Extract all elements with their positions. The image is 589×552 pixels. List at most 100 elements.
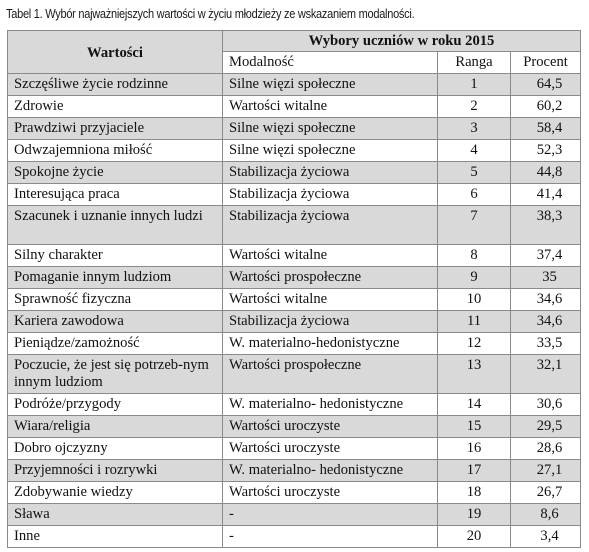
- value-cell: Silny charakter: [7, 244, 223, 267]
- value-cell: Inne: [7, 525, 223, 548]
- value-cell: Zdrowie: [7, 95, 223, 118]
- rank-cell: 1: [437, 73, 511, 96]
- percent-cell: 30,6: [509, 393, 582, 416]
- modality-cell: -: [222, 525, 438, 548]
- table-row: Kariera zawodowa Stabilizacja życiowa 11 34…: [7, 310, 582, 333]
- percent-cell: 60,2: [509, 95, 582, 118]
- rank-cell: 2: [437, 95, 511, 118]
- rank-cell: 6: [437, 183, 511, 206]
- table-row: Inne -20 3,4: [7, 525, 582, 548]
- table-body: Szczęśliwe życie rodzinne Silne więzi spo…: [7, 73, 582, 548]
- value-cell: Odwzajemniona miłość: [7, 139, 223, 162]
- modality-cell: Stabilizacja życiowa: [222, 183, 438, 206]
- rank-cell: 19: [437, 503, 511, 526]
- value-cell: Pieniądze/zamożność: [7, 332, 223, 355]
- table-caption: Tabel 1. Wybór najważniejszych wartości …: [6, 7, 415, 21]
- modality-cell: -: [222, 503, 438, 526]
- table-row: Zdobywanie wiedzy Wartości uroczyste 18 26,…: [7, 481, 582, 504]
- modality-cell: Wartości prospołeczne: [222, 266, 438, 289]
- table-row: Przyjemności i rozrywki W. materialno- he…: [7, 459, 582, 482]
- modality-cell: Stabilizacja życiowa: [222, 205, 438, 245]
- table-row: Szacunek i uznanie innych ludzi Stabiliza…: [7, 205, 582, 245]
- modality-cell: Stabilizacja życiowa: [222, 310, 438, 333]
- table-row: Zdrowie Wartości witalne 2 60,2: [7, 95, 582, 118]
- table-row: Silny charakter Wartości witalne 8 37,4: [7, 244, 582, 267]
- value-cell: Wiara/religia: [7, 415, 223, 438]
- percent-cell: 44,8: [509, 161, 582, 184]
- percent-cell: 41,4: [509, 183, 582, 206]
- table-row: Szczęśliwe życie rodzinne Silne więzi spo…: [7, 73, 582, 96]
- rank-cell: 3: [437, 117, 511, 140]
- value-cell: Interesująca praca: [7, 183, 223, 206]
- value-cell: Szczęśliwe życie rodzinne: [7, 73, 223, 96]
- rank-cell: 4: [437, 139, 511, 162]
- rank-cell: 17: [437, 459, 511, 482]
- modality-cell: Silne więzi społeczne: [222, 117, 438, 140]
- rank-cell: 16: [437, 437, 511, 460]
- rank-cell: 8: [437, 244, 511, 267]
- percent-cell: 32,1: [509, 354, 582, 394]
- value-cell: Pomaganie innym ludziom: [7, 266, 223, 289]
- percent-cell: 38,3: [509, 205, 582, 245]
- table-row: Odwzajemniona miłość Silne więzi społeczn…: [7, 139, 582, 162]
- modality-cell: W. materialno- hedonistyczne: [222, 393, 438, 416]
- percent-cell: 33,5: [509, 332, 582, 355]
- rank-cell: 7: [437, 205, 511, 245]
- percent-cell: 58,4: [509, 117, 582, 140]
- rank-cell: 13: [437, 354, 511, 394]
- value-cell: Spokojne życie: [7, 161, 223, 184]
- header-values: Wartości: [7, 30, 223, 74]
- table-row: Wiara/religia Wartości uroczyste 15 29,5: [7, 415, 582, 438]
- rank-cell: 5: [437, 161, 511, 184]
- percent-cell: 52,3: [509, 139, 582, 162]
- table-row: Sprawność fizyczna Wartości witalne 10 34,6: [7, 288, 582, 311]
- percent-cell: 3,4: [509, 525, 582, 548]
- table-row: Podróże/przygody W. materialno- hedonisty…: [7, 393, 582, 416]
- value-cell: Prawdziwi przyjaciele: [7, 117, 223, 140]
- percent-cell: 37,4: [509, 244, 582, 267]
- rank-cell: 15: [437, 415, 511, 438]
- values-table: Wartości Wybory uczniów w roku 2015 Moda…: [7, 30, 582, 548]
- rank-cell: 12: [437, 332, 511, 355]
- modality-cell: Wartości uroczyste: [222, 481, 438, 504]
- header-rank: Ranga: [437, 51, 511, 74]
- percent-cell: 27,1: [509, 459, 582, 482]
- value-cell: Przyjemności i rozrywki: [7, 459, 223, 482]
- modality-cell: Wartości uroczyste: [222, 415, 438, 438]
- modality-cell: W. materialno-hedonistyczne: [222, 332, 438, 355]
- header-percent: Procent: [509, 51, 582, 74]
- table-row: Poczucie, że jest się potrzeb-nym innym …: [7, 354, 582, 394]
- rank-cell: 14: [437, 393, 511, 416]
- table-row: Dobro ojczyzny Wartości uroczyste 16 28,6: [7, 437, 582, 460]
- value-cell: Dobro ojczyzny: [7, 437, 223, 460]
- table-row: Pomaganie innym ludziom Wartości prospołe…: [7, 266, 582, 289]
- value-cell: Sprawność fizyczna: [7, 288, 223, 311]
- modality-cell: Wartości uroczyste: [222, 437, 438, 460]
- table-row: Interesująca praca Stabilizacja życiowa 6 4…: [7, 183, 582, 206]
- modality-cell: Stabilizacja życiowa: [222, 161, 438, 184]
- modality-cell: Wartości witalne: [222, 95, 438, 118]
- percent-cell: 35: [509, 266, 582, 289]
- value-cell: Szacunek i uznanie innych ludzi: [7, 205, 223, 245]
- table-row: Spokojne życie Stabilizacja życiowa 5 44,8: [7, 161, 582, 184]
- modality-cell: Silne więzi społeczne: [222, 73, 438, 96]
- rank-cell: 11: [437, 310, 511, 333]
- modality-cell: Wartości witalne: [222, 288, 438, 311]
- rank-cell: 18: [437, 481, 511, 504]
- modality-cell: W. materialno- hedonistyczne: [222, 459, 438, 482]
- value-cell: Zdobywanie wiedzy: [7, 481, 223, 504]
- header-modality: Modalność: [222, 51, 438, 74]
- modality-cell: Wartości prospołeczne: [222, 354, 438, 394]
- value-cell: Poczucie, że jest się potrzeb-nym innym …: [7, 354, 223, 394]
- percent-cell: 28,6: [509, 437, 582, 460]
- value-cell: Sława: [7, 503, 223, 526]
- table-row: Pieniądze/zamożność W. materialno-hedonis…: [7, 332, 582, 355]
- rank-cell: 9: [437, 266, 511, 289]
- percent-cell: 34,6: [509, 310, 582, 333]
- percent-cell: 64,5: [509, 73, 582, 96]
- percent-cell: 26,7: [509, 481, 582, 504]
- table-row: Prawdziwi przyjaciele Silne więzi społecz…: [7, 117, 582, 140]
- header-group: Wybory uczniów w roku 2015: [221, 30, 582, 52]
- percent-cell: 29,5: [509, 415, 582, 438]
- modality-cell: Wartości witalne: [222, 244, 438, 267]
